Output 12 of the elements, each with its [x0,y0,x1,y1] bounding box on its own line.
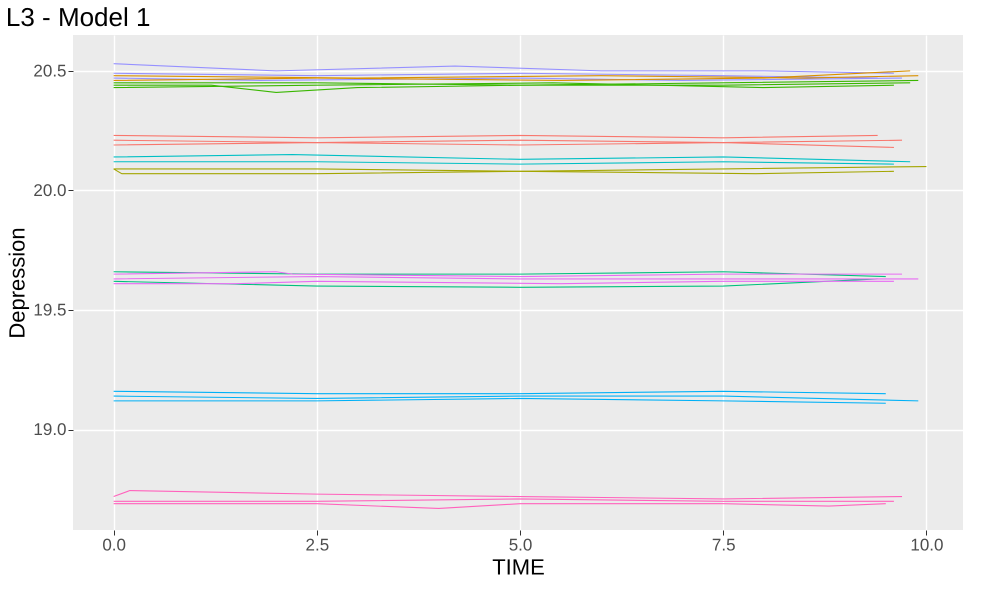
y-tick-label: 20.5 [33,61,66,80]
x-axis-title: TIME [492,554,545,580]
y-tick-label: 20.0 [33,180,66,200]
chart-title: L3 - Model 1 [6,2,150,32]
x-tick-label: 7.5 [712,536,736,554]
x-tick-label: 5.0 [508,536,532,554]
x-tick-label: 2.5 [306,536,330,554]
y-axis-title: Depression [4,227,30,339]
y-tick-label: 19.0 [33,420,66,440]
x-tick-label: 0.0 [102,536,126,554]
x-tick-label: 10.0 [910,536,944,554]
y-tick-label: 19.5 [33,300,66,320]
